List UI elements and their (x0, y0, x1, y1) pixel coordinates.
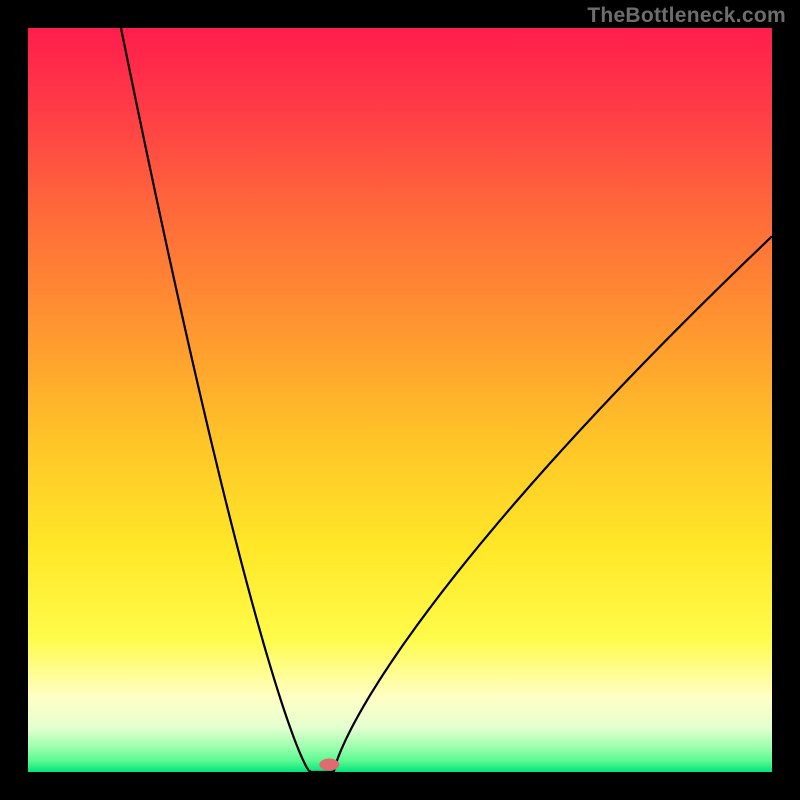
watermark-text: TheBottleneck.com (587, 4, 786, 28)
plot-background (28, 28, 772, 772)
bottleneck-chart (0, 0, 800, 800)
optimum-marker (319, 759, 339, 771)
